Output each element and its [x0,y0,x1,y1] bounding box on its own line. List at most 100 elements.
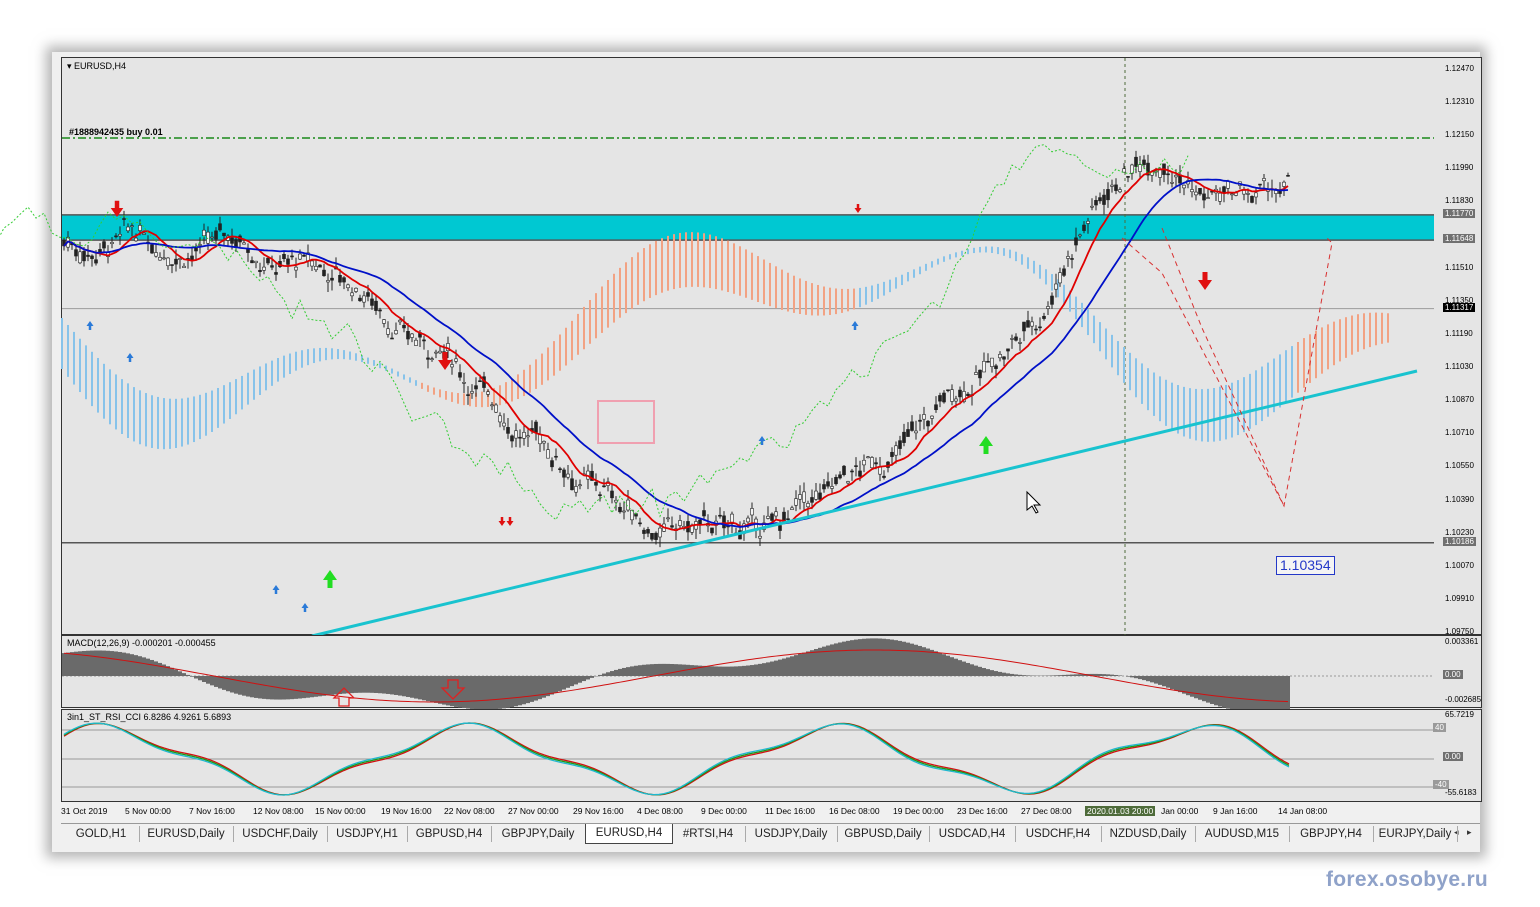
small-buy-arrow [301,603,309,612]
candle-body [1014,336,1018,341]
candle-body [990,357,994,367]
price-chart[interactable]: ▾ EURUSD,H4 #1888942435 buy 0.01 1.12470… [0,57,1482,638]
candle-body [82,251,86,262]
macd-histogram-bar [554,676,558,693]
candle-body [814,490,818,500]
sell-arrow [854,204,862,213]
candle-body [202,229,206,237]
candle-body [354,287,358,292]
macd-histogram-bar [330,676,334,695]
macd-histogram-bar [850,640,854,676]
macd-histogram-bar [1170,676,1174,690]
chart-tab[interactable]: GBPUSD,Daily [837,826,930,842]
chart-tab[interactable]: #RTSI,H4 [671,826,746,842]
candle-body [1258,183,1262,186]
rsi-mark-minus40: -40 [1433,780,1449,789]
macd-histogram-bar [770,661,774,676]
candle-body [646,529,650,534]
rsi-line-2 [63,722,1290,796]
chart-tab[interactable]: EURUSD,H4 [585,824,673,844]
macd-histogram-bar [1262,676,1266,714]
macd-histogram-bar [1070,674,1074,676]
macd-histogram-bar [514,676,518,707]
macd-histogram-bar [874,638,878,676]
candle-body [170,264,174,266]
macd-histogram-bar [1082,674,1086,676]
macd-histogram-bar [406,676,410,697]
tab-prev-button[interactable]: ◂ [1454,827,1459,837]
candle-body [1134,156,1138,167]
buy-arrow [979,436,993,454]
candle-body [1010,338,1014,340]
macd-histogram-bar [238,676,242,695]
macd-signal-line [63,649,1289,703]
rsi-level-zero: 0.00 [1443,752,1463,761]
time-label: 31 Oct 2019 [61,806,108,816]
macd-histogram-bar [582,676,586,682]
candle-body [1286,175,1290,177]
macd-histogram-bar [646,664,650,676]
candle-body [342,277,346,283]
candle-body [842,465,846,475]
macd-histogram-bar [118,651,122,676]
chart-tab[interactable]: GBPJPY,Daily [491,826,586,842]
macd-histogram-bar [1250,676,1254,713]
macd-panel[interactable]: MACD(12,26,9) -0.000201 -0.000455 0.0033… [61,635,1482,714]
rsi-panel[interactable]: 3in1_ST_RSI_CCI 6.8286 4.9261 5.6893 65.… [61,709,1482,802]
chart-tab[interactable]: GOLD,H1 [63,826,140,842]
macd-histogram-bar [1186,676,1190,696]
candle-body [838,474,842,479]
macd-histogram-bar [486,676,490,710]
candle-body [1170,182,1174,184]
candle-body [666,517,670,520]
macd-histogram-bar [182,673,186,676]
price-marker: 1.11317 [1443,302,1476,312]
chart-tab[interactable]: EURUSD,Daily [139,826,234,842]
chart-tab[interactable]: NZDUSD,Daily [1101,826,1196,842]
chart-tab[interactable]: USDCHF,Daily [233,826,328,842]
macd-histogram-bar [186,674,190,676]
price-marker: 1.11770 [1443,208,1476,218]
candle-body [1254,192,1258,198]
chart-tab[interactable]: AUDUSD,M15 [1195,826,1290,842]
price-level: 1.11030 [1445,362,1474,372]
candle-body [298,253,302,260]
chart-tab[interactable]: USDCAD,H4 [929,826,1016,842]
macd-histogram-bar [1278,676,1282,713]
chart-tab[interactable]: EURJPY,Daily [1373,826,1458,842]
candle-body [130,225,134,227]
macd-histogram-bar [562,676,566,690]
macd-histogram-bar [494,676,498,710]
macd-histogram-bar [738,666,742,676]
chart-tab[interactable]: GBPUSD,H4 [407,826,492,842]
chart-tab[interactable]: USDJPY,Daily [745,826,838,842]
tab-next-button[interactable]: ▸ [1467,827,1472,837]
candle-body [786,518,790,521]
macd-histogram-bar [1014,674,1018,676]
macd-histogram-bar [978,666,982,676]
chart-tab[interactable]: USDJPY,H1 [327,826,408,842]
macd-histogram-bar [158,662,162,676]
time-label: 7 Nov 16:00 [189,806,235,816]
candle-body [850,470,854,473]
candle-body [218,223,222,231]
chart-tab[interactable]: USDCHF,H4 [1015,826,1102,842]
macd-histogram-bar [866,638,870,676]
candle-body [374,300,378,311]
macd-histogram-bar [462,676,466,709]
macd-histogram-bar [546,676,550,697]
candle-body [1098,197,1102,202]
macd-histogram-bar [266,676,270,700]
candle-body [262,266,266,271]
macd-histogram-bar [146,658,150,676]
candle-body [542,441,546,444]
macd-histogram-bar [650,664,654,676]
candle-body [802,491,806,503]
candle-body [822,484,826,490]
macd-histogram-bar [974,665,978,676]
small-buy-arrow [851,321,859,330]
chart-tab[interactable]: GBPJPY,H4 [1289,826,1374,842]
candle-body [794,498,798,506]
macd-histogram-bar [366,676,370,693]
macd-histogram-bar [1134,676,1138,679]
